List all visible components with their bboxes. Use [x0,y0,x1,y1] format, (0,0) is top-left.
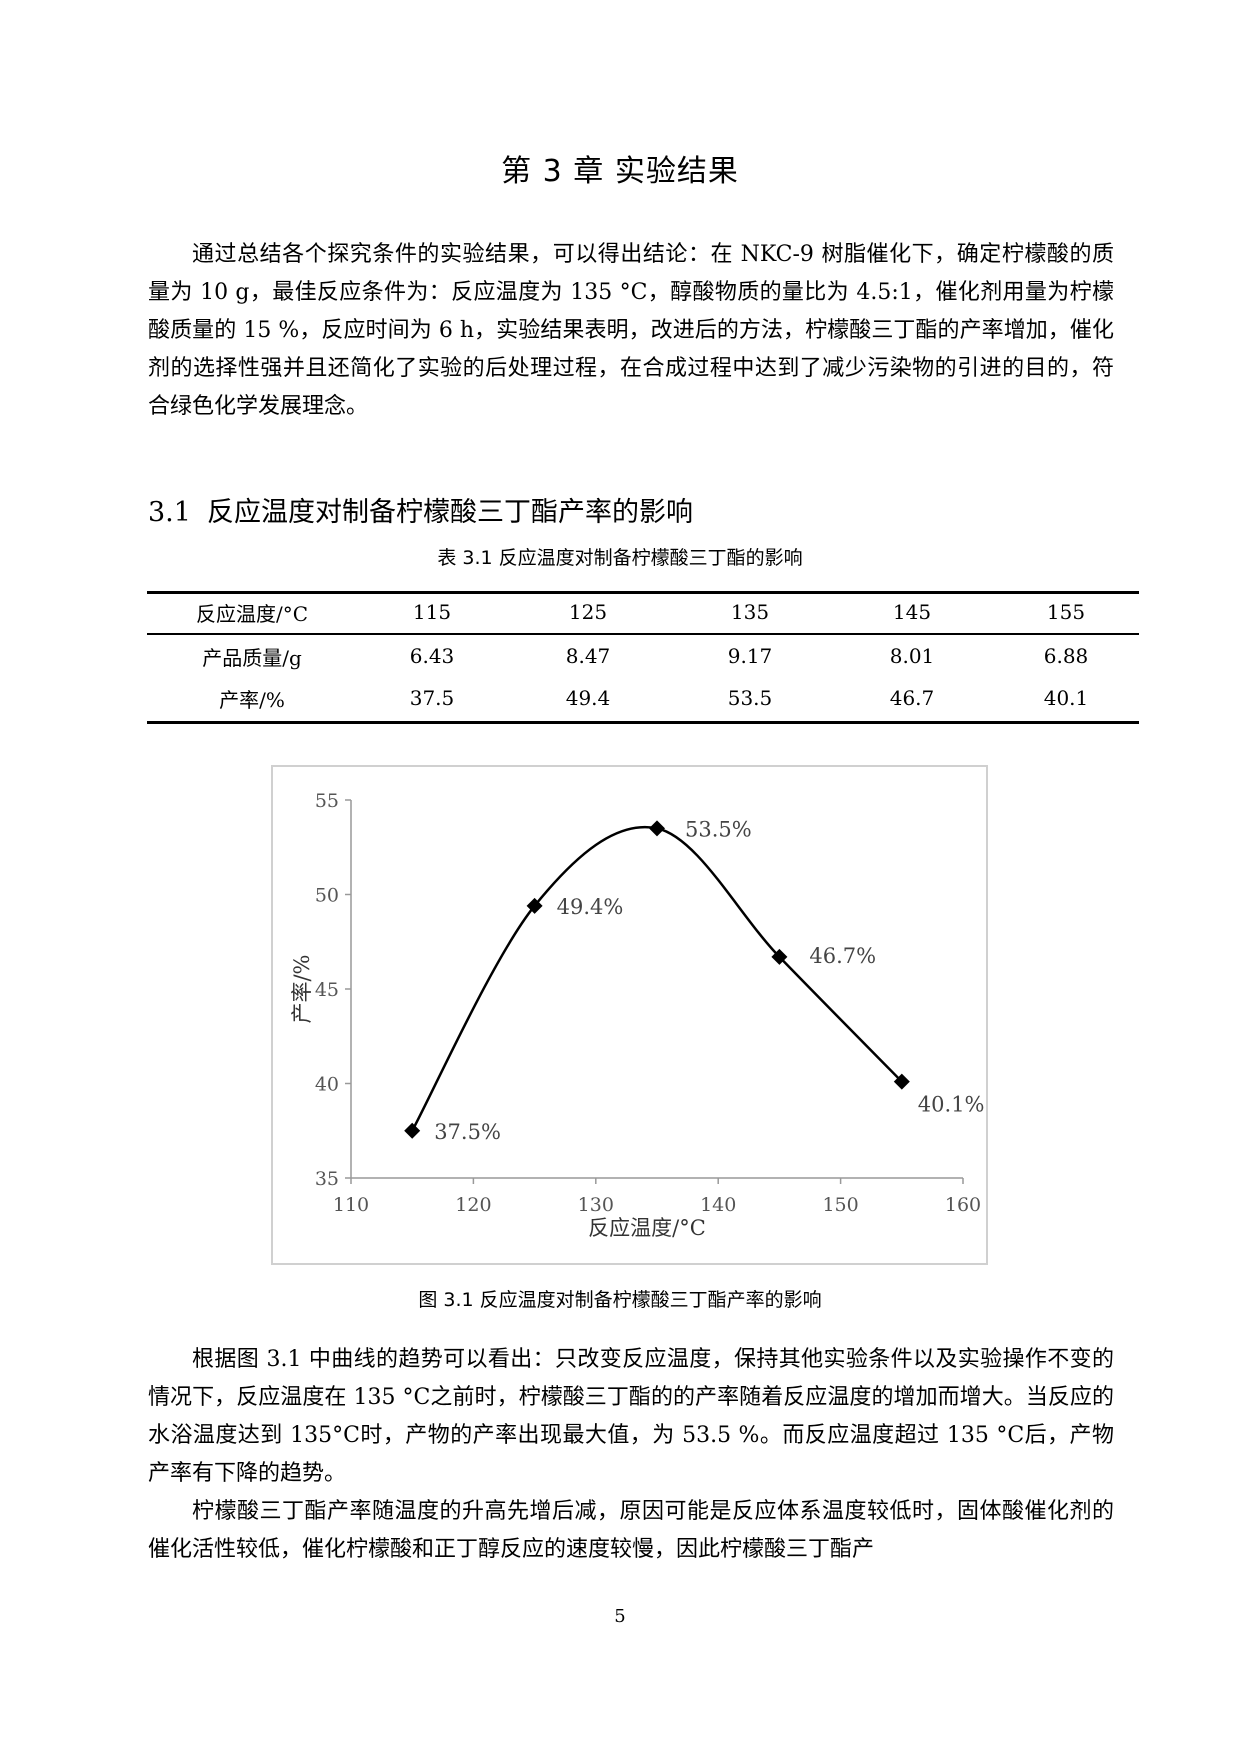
table-cell: 6.88 [1043,644,1089,668]
table-header-cell: 115 [357,591,507,635]
table-cell: 46.7 [889,686,935,710]
table-header-cell: 145 [831,591,993,635]
x-tick-label: 120 [455,1194,491,1216]
data-point-marker [771,948,788,965]
data-label: 37.5% [434,1120,501,1144]
table-cell: 9.17 [727,644,773,668]
data-label: 46.7% [809,944,876,968]
intro-paragraph: 通过总结各个探究条件的实验结果，可以得出结论：在 NKC-9 树脂催化下，确定柠… [148,242,1114,419]
table-caption: 表 3.1 反应温度对制备柠檬酸三丁酯的影响 [437,547,803,569]
discussion-paragraph-2: 柠檬酸三丁酯产率随温度的升高先增后减，原因可能是反应体系温度较低时，固体酸催化剂… [148,1499,1114,1562]
table-row: 产率/% 37.5 49.4 53.5 46.7 40.1 [147,677,1139,719]
figure-caption: 图 3.1 反应温度对制备柠檬酸三丁酯产率的影响 [418,1289,822,1311]
yield-line-chart: 35 40 45 50 55 110 120 130 140 150 160 反应温度/°C 产率/% 3… [290,790,985,1240]
data-point-marker [893,1073,910,1090]
x-tick-label: 150 [822,1194,858,1216]
table-cell: 8.47 [565,644,611,668]
chapter-title: 第 3 章 实验结果 [501,154,739,189]
table-row-label: 产率/% [219,687,285,712]
table-header-cell: 155 [993,591,1139,635]
x-tick-label: 130 [578,1194,614,1216]
table-cell: 37.5 [409,686,455,710]
results-table: 反应温度/°C 115 125 135 145 155 产品质量/g 6.43 … [147,591,1139,719]
data-point-marker [404,1122,421,1139]
section-title: 反应温度对制备柠檬酸三丁酯产率的影响 [206,497,693,528]
table-cell: 40.1 [1043,686,1089,710]
y-tick-label: 40 [315,1074,339,1096]
y-tick-label: 45 [315,979,339,1001]
section-number: 3.1 [148,497,191,528]
table-cell: 6.43 [409,644,455,668]
table-row: 产品质量/g 6.43 8.47 9.17 8.01 6.88 [147,634,1139,677]
table-cell: 8.01 [889,644,935,668]
section-heading: 3.1 反应温度对制备柠檬酸三丁酯产率的影响 [148,490,693,529]
y-axis-label: 产率/% [290,954,314,1023]
y-tick-label: 50 [315,885,339,907]
x-axis-label: 反应温度/°C [588,1216,706,1240]
table-header-row: 反应温度/°C 115 125 135 145 155 [147,591,1139,635]
table-header-cell: 125 [507,591,669,635]
page-number: 5 [614,1606,626,1627]
table-cell: 49.4 [565,686,611,710]
table-bottom-rule [147,721,1139,724]
series-line [411,825,903,1132]
table-header-label: 反应温度/°C [147,591,357,635]
data-label: 49.4% [557,895,624,919]
chart-frame: 35 40 45 50 55 110 120 130 140 150 160 反应温度/°C 产率/% 3… [271,765,988,1265]
x-tick-label: 110 [333,1194,369,1216]
data-label: 40.1% [918,1093,985,1117]
table-header-cell: 135 [669,591,831,635]
data-point-marker [526,897,543,914]
y-tick-label: 35 [315,1168,339,1190]
x-tick-label: 160 [945,1194,981,1216]
x-tick-label: 140 [700,1194,736,1216]
table-row-label: 产品质量/g [202,645,302,670]
discussion-paragraph-1: 根据图 3.1 中曲线的趋势可以看出：只改变反应温度，保持其他实验条件以及实验操… [148,1347,1114,1486]
table-cell: 53.5 [727,686,773,710]
data-label: 53.5% [685,817,752,841]
data-point-marker [649,820,665,837]
y-tick-label: 55 [315,790,339,812]
